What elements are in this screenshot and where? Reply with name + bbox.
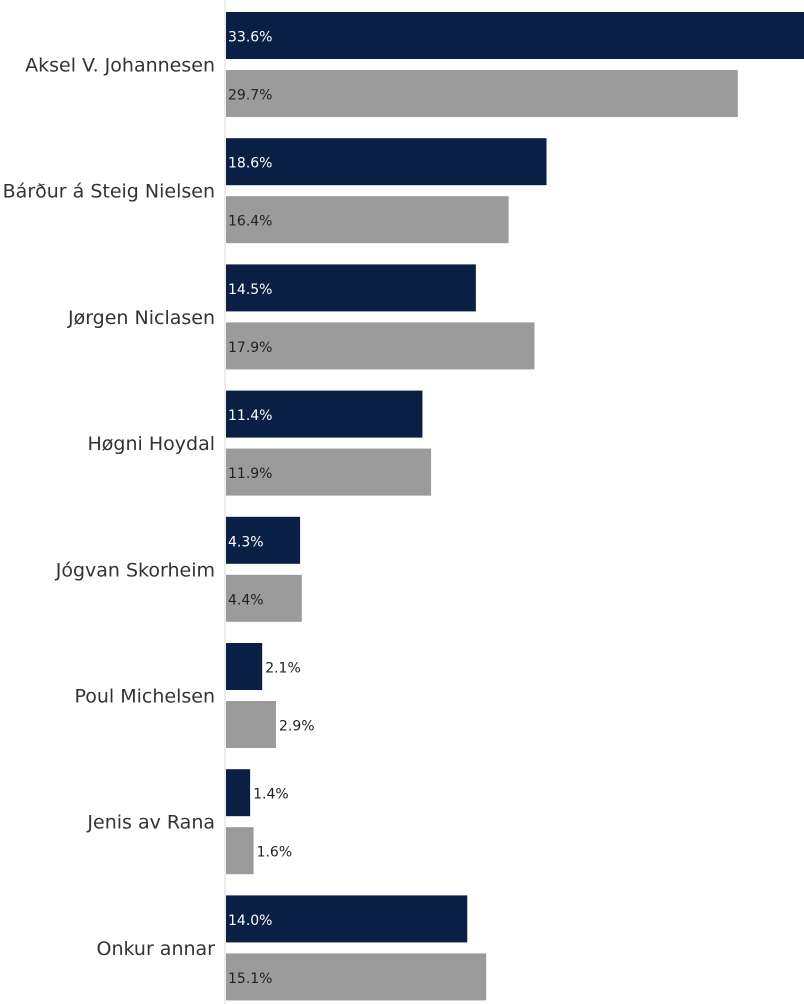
category-label: Aksel V. Johannesen xyxy=(25,55,215,77)
value-label: 29.7% xyxy=(228,88,272,104)
category-label: Bárður á Steig Nielsen xyxy=(3,181,215,203)
value-label: 18.6% xyxy=(228,156,272,172)
category-label: Poul Michelsen xyxy=(74,686,215,708)
value-label: 1.4% xyxy=(253,787,289,803)
value-label: 14.0% xyxy=(228,913,272,929)
bar-series-1 xyxy=(226,769,251,817)
bar-series-1 xyxy=(226,643,263,690)
bars xyxy=(226,12,804,1001)
bar-series-2 xyxy=(226,196,509,244)
value-label: 11.4% xyxy=(228,408,272,424)
bar-series-1 xyxy=(226,264,476,312)
category-label: Onkur annar xyxy=(97,938,216,960)
bar-series-2 xyxy=(226,322,535,370)
value-label: 17.9% xyxy=(228,340,272,356)
value-label: 2.9% xyxy=(279,719,315,735)
bar-series-2 xyxy=(226,448,432,496)
bar-series-2 xyxy=(226,70,738,117)
value-label: 2.1% xyxy=(265,661,301,677)
category-label: Høgni Hoydal xyxy=(88,433,215,455)
value-label: 15.1% xyxy=(228,971,272,987)
category-labels: Aksel V. Johannesen Bárður á Steig Nielse… xyxy=(3,55,216,960)
bar-series-1 xyxy=(226,390,423,438)
bar-series-2 xyxy=(226,701,276,748)
category-label: Jørgen Niclasen xyxy=(67,307,215,329)
value-labels: 33.6% 29.7% 18.6% 16.4% 14.5% 17.9% 11.4% 11.9%… xyxy=(228,30,315,987)
category-label: Jenis av Rana xyxy=(86,812,215,834)
category-label: Jógvan Skorheim xyxy=(55,559,215,581)
bar-series-2 xyxy=(226,953,487,1001)
value-label: 33.6% xyxy=(228,30,272,46)
value-label: 4.3% xyxy=(228,534,264,550)
bar-series-1 xyxy=(226,12,804,59)
bar-series-1 xyxy=(226,895,468,943)
value-label: 4.4% xyxy=(228,592,264,608)
bar-series-1 xyxy=(226,138,547,186)
value-label: 16.4% xyxy=(228,214,272,230)
bar-series-2 xyxy=(226,827,254,875)
value-label: 11.9% xyxy=(228,466,272,482)
bar-series-2 xyxy=(226,574,302,622)
value-label: 14.5% xyxy=(228,282,272,298)
value-label: 1.6% xyxy=(257,845,293,861)
bar-series-1 xyxy=(226,516,301,564)
